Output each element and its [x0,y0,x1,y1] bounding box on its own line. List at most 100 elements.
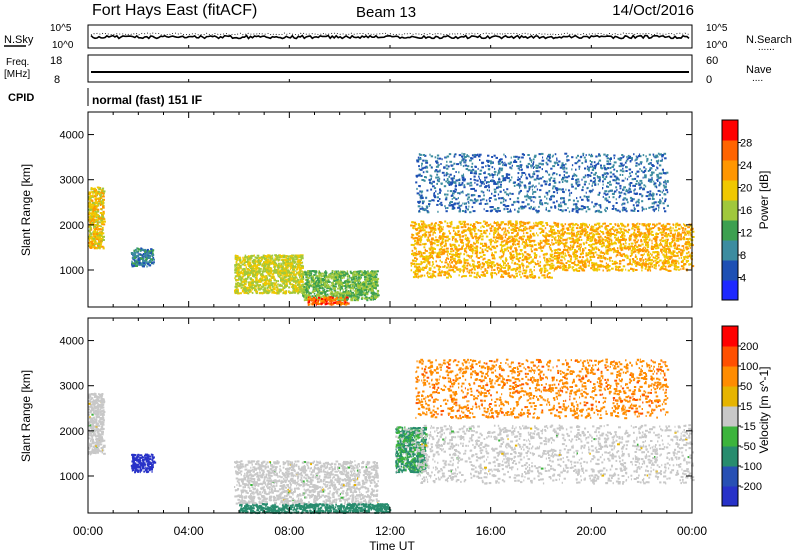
scatter-cell [290,279,292,282]
scatter-cell [545,232,547,235]
scatter-cell [620,243,623,246]
scatter-cell [501,249,504,252]
scatter-cell [640,266,644,269]
scatter-cell [330,276,333,279]
scatter-cell [418,270,421,273]
scatter-cell [133,259,136,262]
scatter-cell [244,256,247,259]
scatter-cell [431,227,435,230]
scatter-cell [102,198,104,201]
scatter-cell [294,255,297,258]
scatter-cell [342,282,345,284]
scatter-cell [546,269,549,272]
scatter-cell [428,269,432,272]
scatter-cell [494,241,497,244]
scatter-cell [270,259,272,262]
scatter-cell [502,221,505,224]
scatter-cell [459,270,461,273]
scatter-cell [415,263,418,266]
plot-title: Fort Hays East (fitACF) [92,2,257,19]
scatter-cell [131,265,135,268]
scatter-cell [551,241,553,244]
scatter-cell [307,270,310,272]
scatter-cell [344,292,347,295]
scatter-cell [489,259,491,262]
scatter-cell [493,269,496,271]
scatter-cell [308,274,312,277]
scatter-cell [332,276,336,279]
scatter-cell [623,245,627,248]
scatter-cell [528,227,531,230]
scatter-cell [443,249,445,252]
scatter-cell [89,195,93,198]
scatter-cell [318,289,321,292]
scatter-cell [533,222,535,225]
scatter-cell [347,291,351,294]
scatter-cell [311,303,315,306]
scatter-cell [280,265,283,268]
scatter-cell [481,266,484,269]
scatter-cell [527,236,529,238]
scatter-cell [589,252,592,255]
scatter-cell [266,282,268,285]
scatter-cell [95,247,99,250]
scatter-cell [153,258,155,261]
scatter-cell [295,287,299,290]
scatter-cell [356,287,358,290]
scatter-cell [89,237,93,239]
scatter-cell [324,303,327,306]
scatter-cell [432,247,435,250]
scatter-cell [245,271,248,274]
scatter-cell [251,291,254,294]
scatter-cell [274,265,276,268]
scatter-cell [300,269,302,272]
scatter-cell [310,272,313,275]
scatter-cell [312,277,314,280]
scatter-cell [288,282,291,285]
scatter-cell [300,267,303,270]
scatter-cell [88,215,91,218]
scatter-cell [95,199,98,202]
scatter-cell [452,249,455,252]
scatter-cell [363,281,367,284]
scatter-cell [277,267,280,270]
scatter-cell [294,280,297,283]
scatter-cell [537,242,540,245]
scatter-cell [537,234,539,237]
scatter-cell [438,221,442,223]
scatter-cell [271,254,274,257]
scatter-cell [252,269,256,272]
scatter-cell [285,265,288,268]
scatter-cell [443,273,445,276]
scatter-cell [294,273,297,276]
scatter-cell [285,284,288,287]
freq-tick-high: 18 [50,55,62,67]
scatter-cell [459,252,462,255]
scatter-cell [99,193,102,196]
scatter-cell [421,235,423,238]
scatter-cell [419,240,422,243]
scatter-cell [340,285,343,288]
scatter-cell [344,303,346,306]
scatter-cell [273,291,276,294]
scatter-cell [437,265,441,268]
scatter-cell [327,279,329,282]
scatter-cell [375,292,378,295]
scatter-cell [94,211,96,214]
scatter-cell [295,263,298,266]
scatter-cell [295,288,297,291]
scatter-cell [510,224,513,227]
scatter-cell [500,275,504,278]
scatter-cell [454,233,456,236]
scatter-cell [506,229,509,232]
scatter-cell [282,261,285,264]
scatter-cell [92,233,95,236]
scatter-cell [275,284,278,287]
scatter-cell [247,288,250,291]
scatter-cell [89,207,91,210]
scatter-cell [482,265,485,268]
scatter-cell [245,277,249,280]
scatter-cell [270,289,272,292]
scatter-cell [258,257,262,259]
scatter-cell [512,244,514,247]
